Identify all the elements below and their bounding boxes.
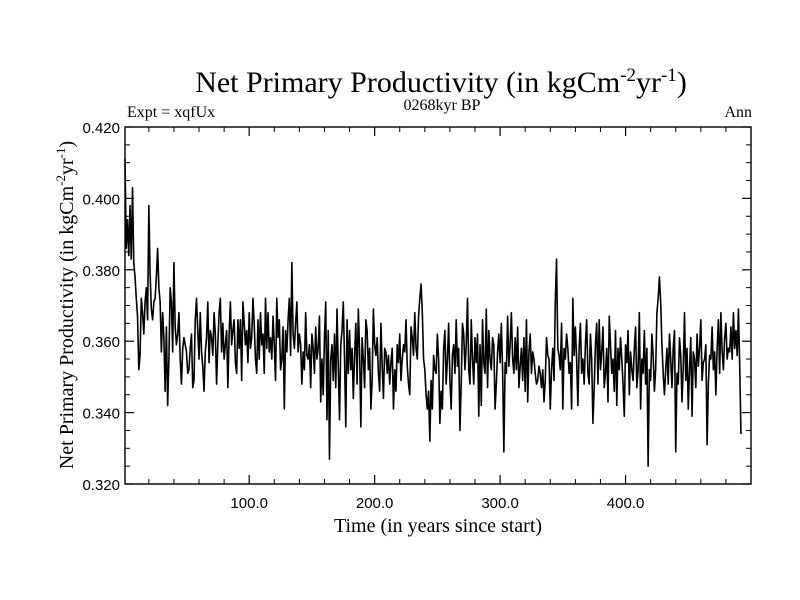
x-axis-label: Time (in years since start) bbox=[334, 515, 542, 537]
chart-title: Net Primary Productivity (in kgCm-2yr-1) bbox=[195, 65, 687, 99]
y-axis-label: Net Primary Productivity (in kgCm-2yr-1) bbox=[53, 141, 78, 469]
y-tick-label: 0.340 bbox=[82, 406, 120, 423]
subtitle-season: Ann bbox=[724, 104, 752, 121]
subtitle-period: 0268kyr BP bbox=[404, 97, 481, 114]
y-tick-label: 0.320 bbox=[82, 477, 120, 494]
y-tick-label: 0.400 bbox=[82, 191, 120, 208]
y-axis: 0.320 0.340 0.360 0.380 0.400 0.420 bbox=[82, 120, 751, 494]
y-tick-label: 0.380 bbox=[82, 263, 120, 280]
x-tick-label: 100.0 bbox=[230, 495, 268, 512]
y-tick-label: 0.420 bbox=[82, 120, 120, 137]
y-tick-label: 0.360 bbox=[82, 334, 120, 351]
x-axis: 100.0 200.0 300.0 400.0 bbox=[230, 127, 644, 512]
subtitle-experiment: Expt = xqfUx bbox=[127, 104, 215, 121]
x-tick-label: 200.0 bbox=[356, 495, 394, 512]
series-line bbox=[124, 159, 742, 467]
x-tick-label: 400.0 bbox=[607, 495, 645, 512]
x-tick-label: 300.0 bbox=[481, 495, 519, 512]
